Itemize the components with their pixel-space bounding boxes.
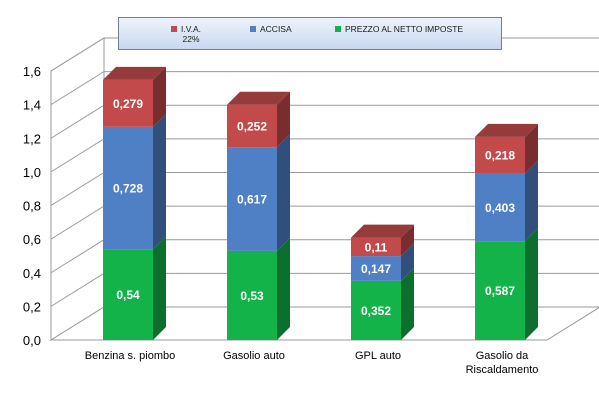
legend-swatch-prezzo-netto: [335, 26, 341, 32]
data-label: 0,218: [485, 149, 515, 163]
data-label: 0,11: [365, 240, 388, 254]
legend-item-accisa: ACCISA: [250, 24, 292, 34]
legend-label-prezzo-netto: PREZZO AL NETTO IMPOSTE: [345, 24, 464, 34]
data-label: 0,728: [113, 182, 143, 196]
bar-segment: [227, 104, 277, 148]
y-tick-label: 1,4: [23, 98, 41, 113]
legend-swatch-accisa: [250, 26, 256, 32]
bar-segment-side: [153, 66, 166, 127]
bar-top: [103, 66, 166, 80]
bar-segment-side: [401, 267, 414, 340]
legend-label-iva: I.V.A. 22%: [181, 24, 202, 44]
bar-segment-side: [525, 123, 538, 174]
data-label: 0,54: [116, 288, 140, 302]
bar-segment-side: [153, 236, 166, 340]
bar-segment: [227, 250, 277, 340]
bar-top: [475, 123, 538, 137]
x-category-label: Gasolio auto: [223, 350, 285, 362]
bar-top: [227, 91, 290, 105]
bar-segment-side: [525, 160, 538, 242]
bar-segment: [103, 126, 153, 250]
bar-top: [351, 224, 414, 238]
bar-segment-side: [277, 237, 290, 340]
data-label: 0,352: [361, 304, 391, 318]
y-tick-label: 1,0: [23, 165, 41, 180]
bars: 0,54 0,728 0,279 0,53 0,617 0,252 0,352 0,147 0,…: [103, 66, 538, 340]
x-category-label: Riscaldamento: [466, 364, 539, 376]
y-tick-label: 0,2: [23, 299, 41, 314]
legend-swatch-iva: [171, 26, 177, 32]
legend-label-accisa: ACCISA: [260, 24, 292, 34]
legend: I.V.A. 22% ACCISA PREZZO AL NETTO IMPOST…: [118, 17, 502, 50]
bar-segment: [475, 173, 525, 242]
x-category-label: GPL auto: [355, 350, 401, 362]
bar-segment-side: [525, 228, 538, 340]
bar-segment: [227, 147, 277, 251]
legend-item-prezzo-netto: PREZZO AL NETTO IMPOSTE: [335, 24, 463, 34]
x-axis-category-labels: Benzina s. piombo Gasolio auto GPL auto Gas…: [85, 350, 539, 376]
y-tick-label: 0,8: [23, 199, 41, 214]
legend-item-iva: I.V.A. 22%: [171, 24, 201, 44]
y-tick-label: 1,6: [23, 64, 41, 79]
data-label: 0,279: [113, 97, 143, 111]
bar-segment-side: [277, 134, 290, 251]
bar-segment: [351, 237, 401, 257]
bar-segment-side: [401, 224, 414, 257]
bar-segment: [351, 256, 401, 281]
bar-segment-side: [153, 113, 166, 250]
bar-segment-side: [401, 243, 414, 281]
data-label: 0,587: [485, 284, 515, 298]
data-label: 0,53: [240, 289, 264, 303]
x-category-label: Benzina s. piombo: [85, 350, 176, 362]
y-tick-label: 0,4: [23, 266, 41, 281]
bar-segment-side: [277, 91, 290, 148]
bar-segment: [351, 280, 401, 340]
y-axis-tick-labels: 0,0 0,2 0,4 0,6 0,8 1,0 1,2 1,4 1,6: [23, 64, 41, 348]
bar-segment: [103, 79, 153, 127]
data-label: 0,252: [237, 119, 267, 133]
data-label: 0,147: [361, 262, 391, 276]
y-tick-label: 0,0: [23, 333, 41, 348]
y-tick-label: 1,2: [23, 131, 41, 146]
y-tick-label: 0,6: [23, 232, 41, 247]
bar-segment: [103, 249, 153, 340]
gridline: [50, 71, 599, 106]
x-category-label: Gasolio da: [476, 350, 529, 362]
data-label: 0,403: [485, 201, 515, 215]
data-label: 0,617: [237, 193, 267, 207]
bar-segment: [475, 136, 525, 174]
bar-segment: [475, 241, 525, 340]
